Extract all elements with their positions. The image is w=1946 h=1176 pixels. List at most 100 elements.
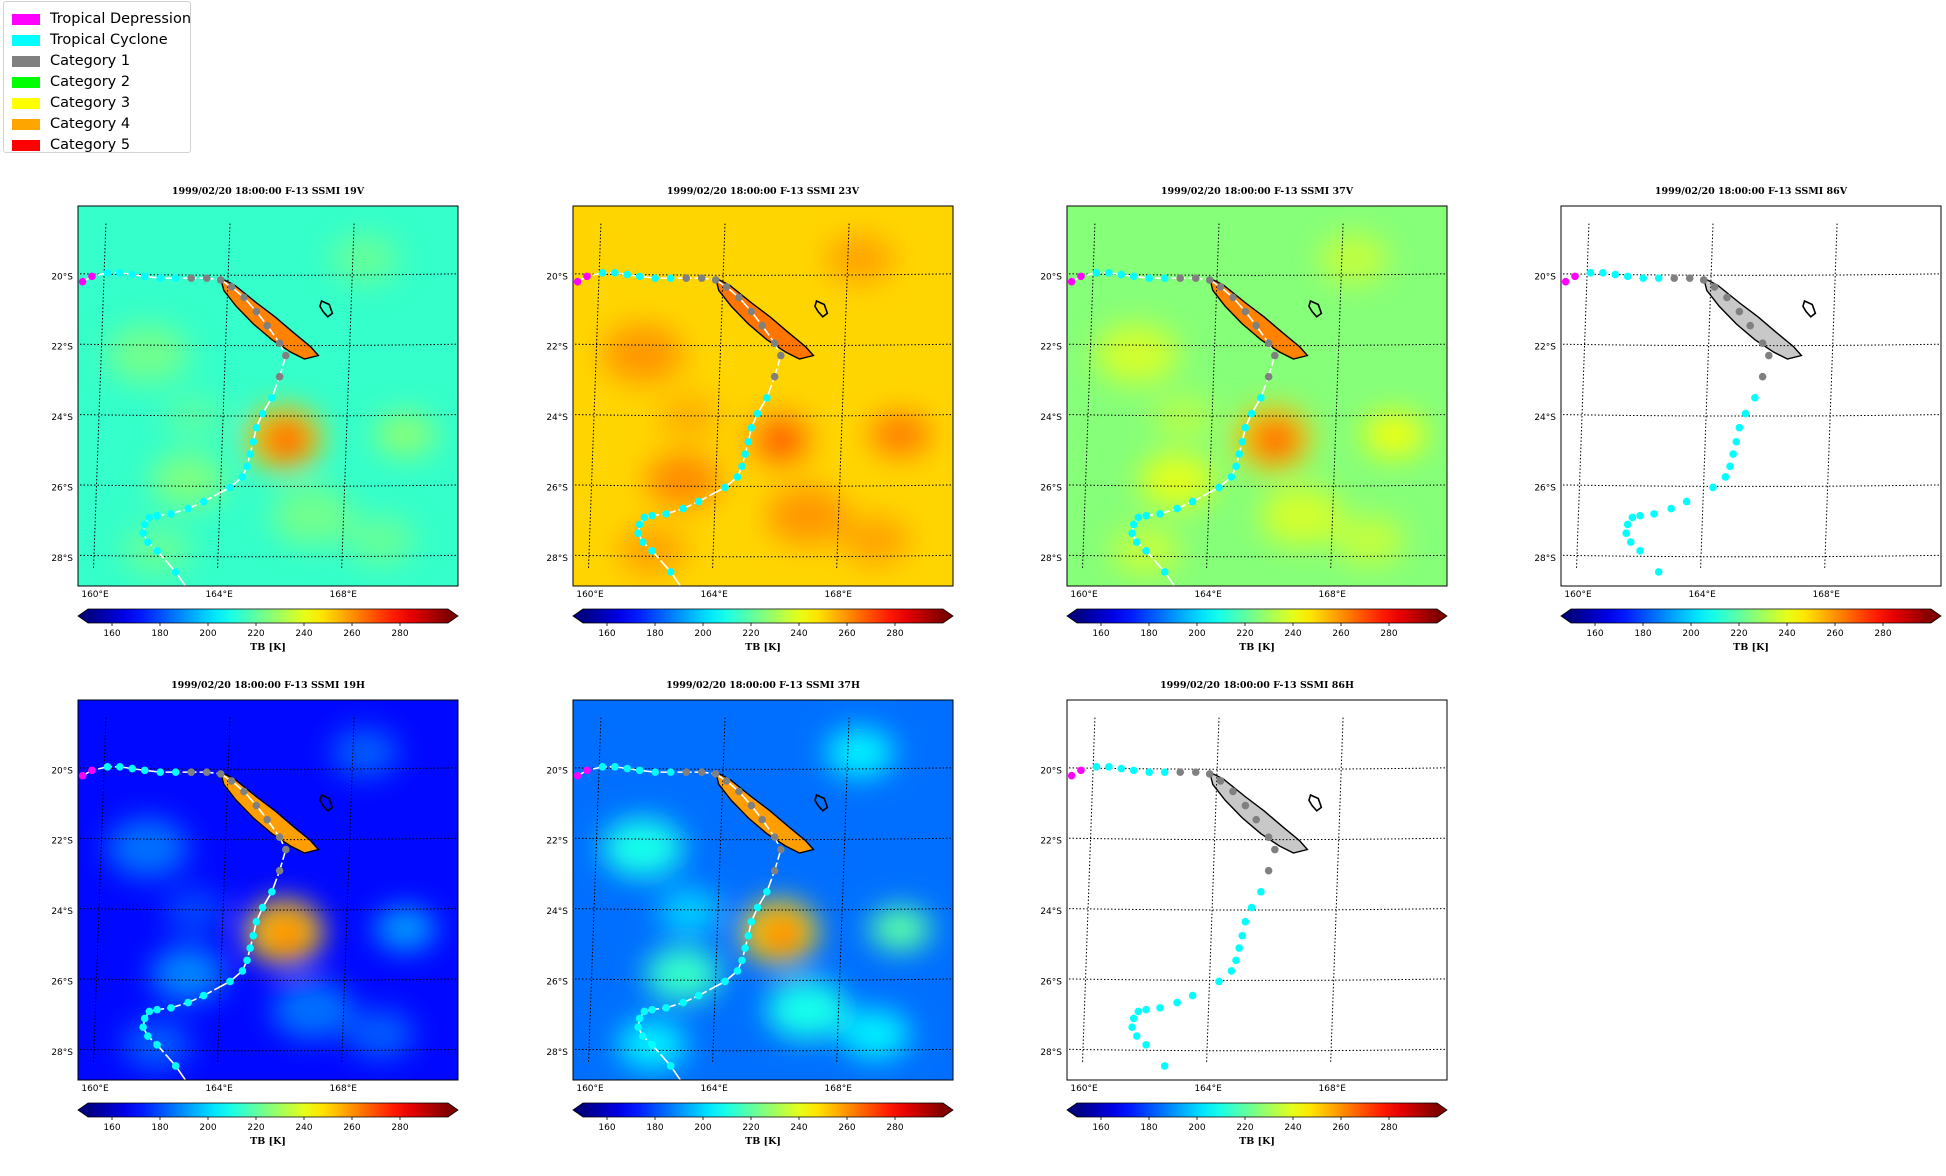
legend-item-tropical-depression: Tropical Depression	[12, 9, 191, 29]
track-point	[1732, 437, 1741, 446]
track-point	[1723, 293, 1731, 302]
track-point	[697, 768, 706, 776]
lat-tick-label: 26°S	[51, 977, 73, 987]
track-point	[153, 1005, 161, 1014]
track-point	[770, 866, 779, 875]
graticule	[573, 223, 953, 569]
lat-tick-label: 28°S	[1040, 1048, 1062, 1058]
track-point	[1067, 277, 1076, 286]
colorbar-tick-label: 180	[151, 629, 168, 639]
colorbar-tick-label: 260	[838, 629, 855, 639]
colorbar-tick-label: 160	[1092, 1123, 1109, 1133]
track-point	[1654, 568, 1663, 576]
track-point	[1746, 321, 1755, 330]
colorbar-tick-label: 240	[1284, 629, 1301, 639]
colorbar-label: TB [K]	[1239, 1136, 1275, 1147]
colorbar-tick-label: 200	[1188, 1123, 1205, 1133]
colorbar-tick-label: 200	[199, 1123, 216, 1133]
legend-item-category-4: Category 4	[12, 114, 130, 134]
islet-outline	[1802, 299, 1817, 318]
track-point	[258, 409, 267, 418]
lat-tick-label: 20°S	[546, 272, 568, 282]
colorbar: 160 180 200 220 240 260 280 TB [K]	[1066, 1102, 1448, 1147]
lon-tick-label: 164°E	[1194, 1084, 1222, 1094]
track-point	[1264, 833, 1273, 842]
brightness-field	[1561, 206, 1941, 586]
legend-item-tropical-cyclone: Tropical Cyclone	[12, 30, 168, 50]
track-point	[722, 777, 731, 785]
legend-item-category-5: Category 5	[12, 135, 130, 155]
track-point	[243, 956, 251, 965]
track-point	[143, 538, 152, 546]
lon-tick-label: 164°E	[205, 590, 233, 600]
lat-tick-label: 22°S	[1040, 343, 1062, 353]
track-point	[634, 529, 642, 538]
track-point	[153, 547, 161, 555]
track-point	[238, 473, 247, 481]
track-extension	[175, 1065, 187, 1080]
lon-tick-label: 160°E	[1070, 1084, 1098, 1094]
island-outline	[1208, 770, 1309, 854]
track-point	[282, 845, 290, 854]
colorbar-tick-label: 180	[1634, 629, 1651, 639]
track-point	[1077, 766, 1085, 775]
track-point	[1117, 270, 1126, 279]
track-point	[88, 766, 96, 775]
track-point	[258, 903, 267, 912]
track-point	[1156, 510, 1164, 518]
track-point	[202, 768, 211, 776]
track-point	[651, 274, 660, 282]
colorbar-tick-label: 220	[247, 1123, 264, 1133]
track-point	[1623, 520, 1632, 529]
colorbar-tick-label: 240	[790, 1123, 807, 1133]
map-panel-23v: 1999/02/20 18:00:00 F-13 SSMI 23V 160°E 16…	[546, 182, 954, 682]
track-point	[1264, 339, 1273, 348]
track-point	[635, 766, 644, 775]
colorbar-tick-label: 260	[343, 629, 360, 639]
lon-tick-label: 168°E	[1813, 590, 1841, 600]
track-point	[145, 1007, 154, 1016]
track-point	[1735, 307, 1744, 316]
track-point	[611, 269, 619, 277]
legend-label: Category 1	[50, 53, 131, 69]
track-point	[246, 450, 254, 458]
lat-tick-label: 26°S	[1040, 483, 1062, 493]
track-point	[1117, 764, 1126, 773]
track-point	[78, 277, 87, 286]
track-point	[116, 763, 124, 771]
track-point	[638, 538, 647, 546]
lat-tick-label: 22°S	[1534, 343, 1556, 353]
lat-tick-label: 26°S	[546, 483, 568, 493]
colorbar-tick-label: 180	[646, 629, 663, 639]
brightness-field	[78, 700, 458, 1080]
brightness-field	[573, 700, 953, 1080]
panel-title: 1999/02/20 18:00:00 F-13 SSMI 19H	[171, 680, 365, 691]
track-point	[1636, 547, 1644, 555]
track-point	[1191, 768, 1200, 776]
map-panel-86v: 1999/02/20 18:00:00 F-13 SSMI 86V 160°E 16…	[1534, 182, 1942, 682]
track-point	[1205, 770, 1214, 778]
track-point	[1160, 568, 1169, 576]
lon-tick-label: 160°E	[576, 590, 604, 600]
track-point	[1232, 462, 1240, 471]
track-point	[282, 351, 290, 360]
track-point	[1264, 372, 1273, 381]
track-point	[1235, 944, 1243, 952]
islet-outline	[319, 793, 334, 812]
colorbar: 160 180 200 220 240 260 280 TB [K]	[572, 1102, 954, 1147]
track-point	[1077, 272, 1085, 281]
colorbar-tick-label: 180	[1140, 1123, 1157, 1133]
track-point	[171, 768, 180, 776]
track-point	[1145, 274, 1154, 282]
track-point	[735, 293, 743, 302]
track-point	[1134, 513, 1143, 522]
track-point	[583, 766, 591, 775]
track-point	[1247, 903, 1256, 912]
track-point	[777, 845, 785, 854]
track-point	[711, 770, 720, 778]
track-point	[1710, 283, 1719, 291]
lat-tick-label: 28°S	[1534, 554, 1556, 564]
colorbar-tick-label: 260	[1826, 629, 1843, 639]
island-outline	[714, 770, 815, 854]
track-point	[682, 274, 691, 282]
